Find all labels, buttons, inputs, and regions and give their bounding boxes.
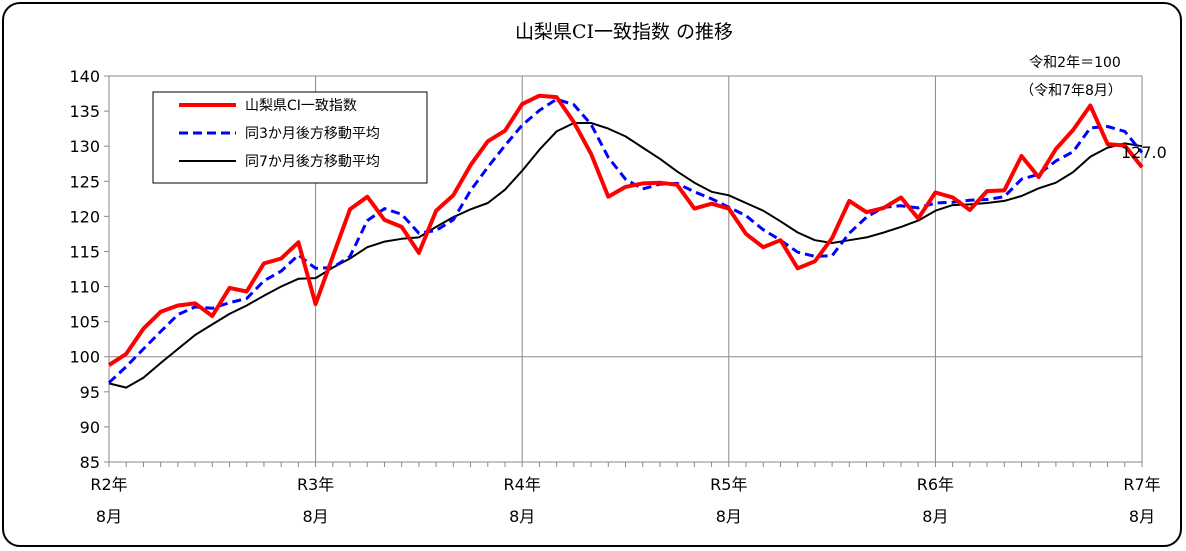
series-line-3 (108, 122, 1143, 389)
y-tick-label: 90 (80, 418, 100, 437)
x-tick-label-month: 8月 (303, 507, 329, 526)
x-tick-label-year: R2年 (90, 475, 127, 494)
legend-label-2: 同3か月後方移動平均 (245, 126, 380, 142)
legend-label-3: 同7か月後方移動平均 (245, 154, 380, 170)
y-tick-label: 115 (69, 242, 100, 261)
series-lines (107, 93, 1144, 389)
y-tick-label: 95 (80, 383, 100, 402)
y-tick-label: 105 (69, 313, 100, 332)
x-tick-label-year: R5年 (710, 475, 747, 494)
x-tick-label-month: 8月 (716, 507, 742, 526)
x-tick-label-month: 8月 (922, 507, 948, 526)
x-axis: R2年 8月 R3年 8月 R4年 8月 R5年 8月 R6年 8月 R7年 8月 (90, 462, 1161, 526)
x-tick-label-month: 8月 (1129, 507, 1155, 526)
x-tick-label-year: R3年 (297, 475, 334, 494)
x-tick-label-month: 8月 (96, 507, 122, 526)
y-tick-label: 135 (69, 102, 100, 121)
y-tick-label: 120 (69, 207, 100, 226)
y-tick-label: 140 (69, 67, 100, 86)
series-line-1 (107, 93, 1144, 367)
last-value-label: 127.0 (1121, 143, 1167, 162)
y-tick-label: 125 (69, 172, 100, 191)
y-tick-label: 130 (69, 137, 100, 156)
y-axis: 85 90 95 100 105 110 115 120 125 130 135 140 (69, 67, 109, 472)
legend-label-1: 山梨県CI一致指数 (245, 98, 357, 114)
y-tick-label: 85 (80, 453, 100, 472)
x-tick-label-year: R6年 (917, 475, 954, 494)
y-tick-label: 110 (69, 278, 100, 297)
x-tick-label-year: R4年 (504, 475, 541, 494)
x-tick-label-month: 8月 (509, 507, 535, 526)
x-tick-label-year: R7年 (1123, 475, 1160, 494)
series-line-2 (107, 97, 1144, 384)
y-tick-label: 100 (69, 348, 100, 367)
base-note: 令和2年＝100 (1029, 55, 1121, 71)
legend-box (152, 91, 428, 184)
chart-title: 山梨県CI一致指数 の推移 (515, 21, 733, 43)
date-note: （令和7年8月） (1020, 83, 1122, 99)
